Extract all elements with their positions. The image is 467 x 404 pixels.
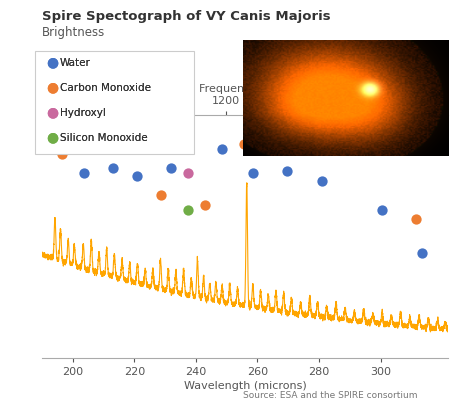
Text: Water: Water [60, 58, 91, 67]
Point [201, 202, 209, 208]
X-axis label: Wavelength (microns): Wavelength (microns) [184, 381, 306, 391]
Point [184, 170, 192, 177]
Text: Water: Water [60, 58, 91, 67]
Point [168, 165, 175, 172]
Text: ●: ● [46, 131, 58, 145]
Point [219, 146, 226, 152]
Text: Hydroxyl: Hydroxyl [60, 108, 106, 118]
X-axis label: Frequency (GHz): Frequency (GHz) [198, 84, 292, 94]
Text: ●: ● [46, 81, 58, 95]
Point [249, 170, 256, 177]
Point [418, 250, 426, 257]
Text: ●: ● [46, 106, 58, 120]
Text: Carbon Monoxide: Carbon Monoxide [60, 83, 151, 93]
Text: Silicon Monoxide: Silicon Monoxide [60, 133, 148, 143]
Text: ●: ● [46, 81, 58, 95]
Text: ●: ● [46, 56, 58, 69]
Text: Brightness: Brightness [42, 26, 105, 39]
Point [318, 177, 326, 184]
Point [157, 192, 164, 198]
Point [240, 141, 248, 147]
Text: Source: ESA and the SPIRE consortium: Source: ESA and the SPIRE consortium [243, 391, 417, 400]
Point [80, 170, 87, 177]
Text: ●: ● [46, 106, 58, 120]
Text: Silicon Monoxide: Silicon Monoxide [60, 133, 148, 143]
Text: ●: ● [46, 131, 58, 145]
Text: Hydroxyl: Hydroxyl [60, 108, 106, 118]
Text: Spire Spectograph of VY Canis Majoris: Spire Spectograph of VY Canis Majoris [42, 10, 331, 23]
Point [52, 146, 60, 152]
Point [58, 151, 66, 157]
Point [134, 173, 141, 179]
Point [184, 206, 192, 213]
Text: Carbon Monoxide: Carbon Monoxide [60, 83, 151, 93]
Point [283, 168, 290, 174]
Point [412, 216, 420, 223]
Text: ●: ● [46, 56, 58, 69]
Point [109, 165, 117, 172]
Point [378, 206, 386, 213]
